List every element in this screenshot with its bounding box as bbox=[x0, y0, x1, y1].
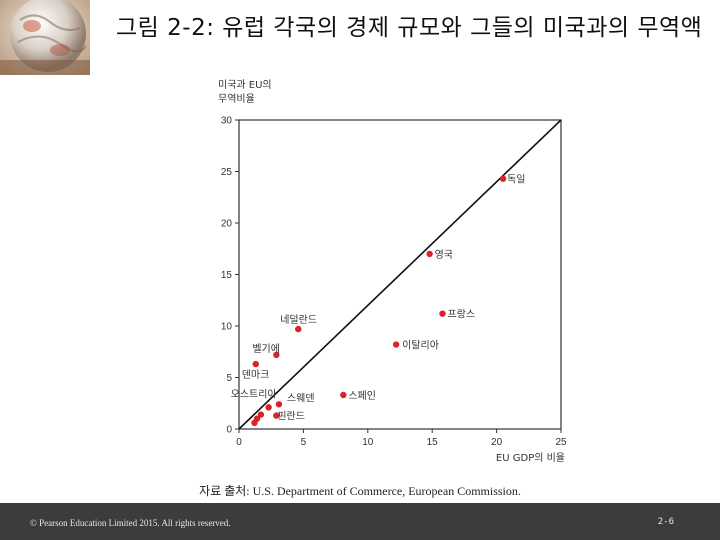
data-point bbox=[340, 391, 347, 399]
x-tick-label: 10 bbox=[362, 437, 374, 448]
data-point-label: 독일 bbox=[507, 174, 525, 186]
x-tick-label: 25 bbox=[555, 437, 567, 448]
x-tick-label: 20 bbox=[491, 437, 503, 448]
data-point-label: 스웨덴 bbox=[287, 392, 315, 404]
x-axis-label: EU GDP의 비율 bbox=[496, 452, 565, 464]
data-point-label: 네덜란드 bbox=[280, 314, 317, 326]
data-point-label: 프랑스 bbox=[448, 309, 476, 321]
y-axis-label-line2: 무역비율 bbox=[218, 93, 255, 105]
data-point bbox=[295, 325, 302, 333]
data-point bbox=[273, 351, 280, 359]
decorative-globe-image bbox=[0, 0, 90, 75]
source-note: 자료 출처: U.S. Department of Commerce, Euro… bbox=[199, 484, 521, 498]
page-number: 2-6 bbox=[657, 517, 674, 527]
data-point-label: 벨기에 bbox=[252, 343, 280, 355]
x-tick-label: 15 bbox=[427, 437, 439, 448]
y-tick-label: 25 bbox=[221, 167, 233, 178]
data-point bbox=[251, 419, 258, 427]
data-point bbox=[499, 175, 507, 182]
data-point bbox=[257, 411, 265, 418]
copyright-text: © Pearson Education Limited 2015. All ri… bbox=[30, 518, 231, 528]
footer-bar: © Pearson Education Limited 2015. All ri… bbox=[0, 503, 720, 540]
data-point bbox=[392, 341, 400, 348]
x-tick-label: 5 bbox=[301, 437, 307, 448]
data-point bbox=[426, 250, 433, 258]
y-tick-label: 15 bbox=[221, 270, 233, 281]
y-axis-label-line1: 미국과 EU의 bbox=[218, 79, 272, 91]
data-point-label: 스페인 bbox=[348, 390, 376, 402]
data-point-label: 이탈리아 bbox=[402, 339, 439, 352]
reference-diagonal-line bbox=[238, 119, 562, 430]
data-point bbox=[252, 360, 259, 368]
slide-title: 그림 2-2: 유럽 각국의 경제 규모와 그들의 미국과의 무역액 bbox=[116, 15, 703, 41]
data-point-label: 덴마크 bbox=[242, 369, 270, 381]
data-point-label: 핀란드 bbox=[277, 411, 305, 423]
data-point bbox=[439, 310, 446, 317]
x-tick-label: 0 bbox=[236, 437, 242, 448]
y-tick-label: 0 bbox=[226, 425, 232, 436]
data-point bbox=[265, 404, 272, 411]
y-tick-label: 20 bbox=[221, 219, 233, 230]
y-tick-label: 5 bbox=[226, 373, 232, 384]
y-tick-label: 10 bbox=[221, 322, 233, 333]
data-point-label: 영국 bbox=[435, 249, 453, 261]
y-tick-label: 30 bbox=[221, 116, 233, 127]
data-point-label: 오스트리아 bbox=[231, 388, 277, 400]
data-point bbox=[273, 412, 280, 419]
data-point bbox=[275, 401, 283, 408]
